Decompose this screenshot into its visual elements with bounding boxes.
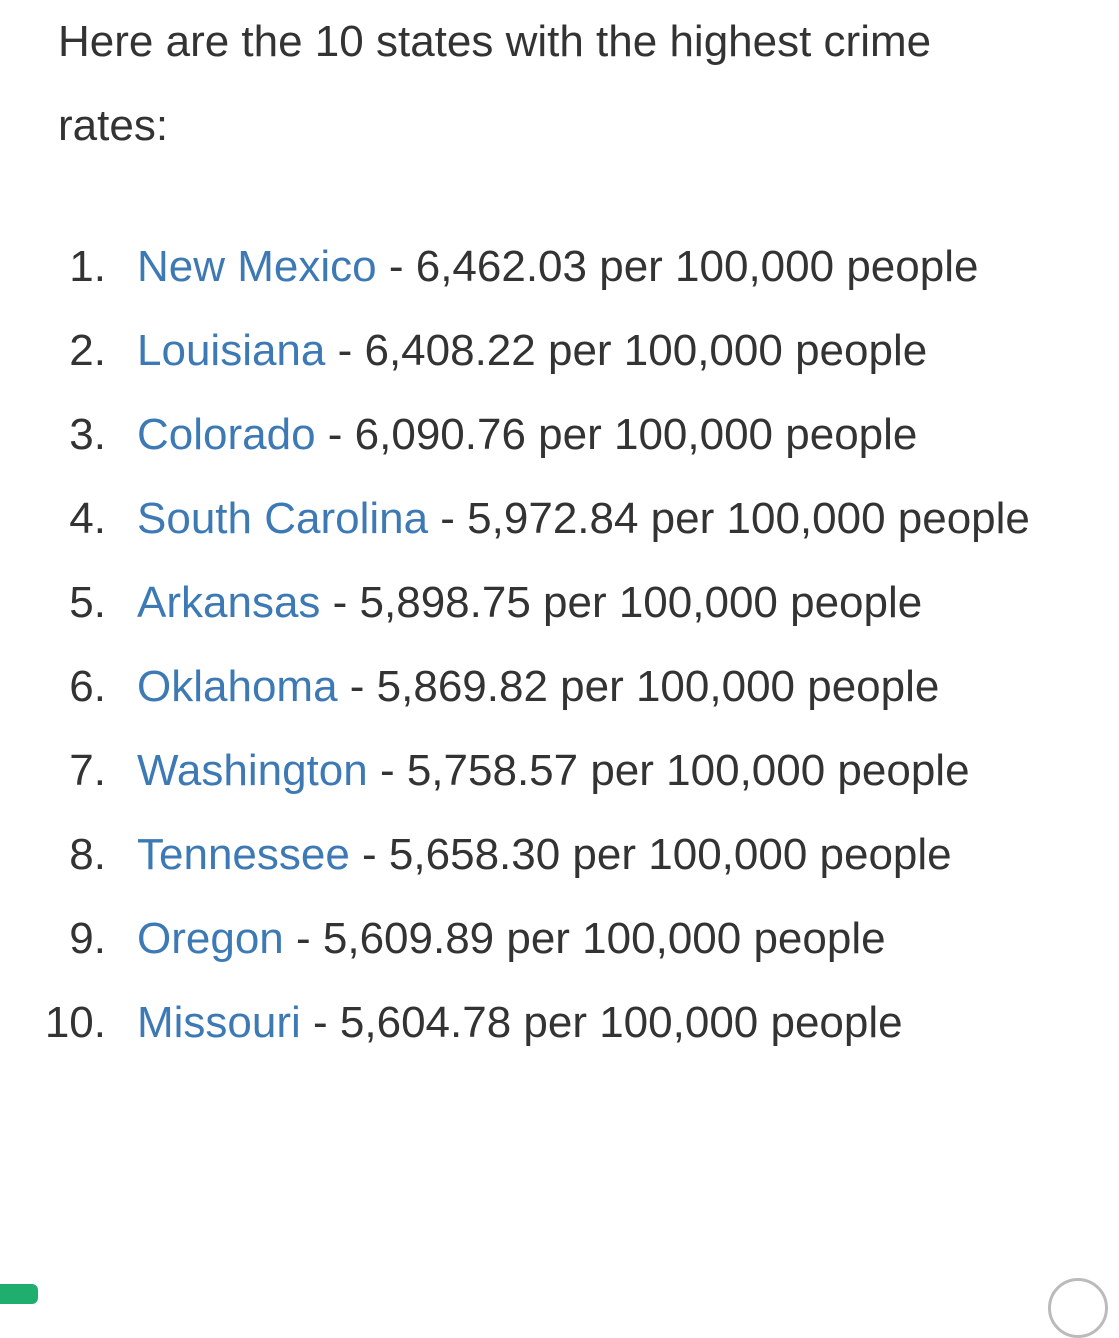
state-link[interactable]: New Mexico <box>137 242 377 291</box>
state-link[interactable]: Colorado <box>137 410 316 459</box>
crime-rate: - 5,972.84 per 100,000 people <box>428 494 1030 543</box>
crime-rate: - 6,090.76 per 100,000 people <box>315 410 918 459</box>
list-item: 6. Oklahoma - 5,869.82 per 100,000 people <box>0 645 1035 729</box>
item-number: 2. <box>69 326 106 375</box>
list-item: 10. Missouri - 5,604.78 per 100,000 peopl… <box>0 981 1035 1065</box>
state-link[interactable]: Oregon <box>137 914 284 963</box>
state-link[interactable]: Arkansas <box>137 578 321 627</box>
item-number: 3. <box>69 410 106 459</box>
item-number: 6. <box>69 662 106 711</box>
list-item: 2. Louisiana - 6,408.22 per 100,000 peopl… <box>0 309 1035 393</box>
item-number: 9. <box>69 914 106 963</box>
item-number: 8. <box>69 830 106 879</box>
state-link[interactable]: Missouri <box>137 998 301 1047</box>
list-item: 3. Colorado - 6,090.76 per 100,000 people <box>0 393 1035 477</box>
list-item: 9. Oregon - 5,609.89 per 100,000 people <box>0 897 1035 981</box>
item-number: 7. <box>69 746 106 795</box>
state-link[interactable]: Louisiana <box>137 326 326 375</box>
intro-text: Here are the 10 states with the highest … <box>58 17 932 150</box>
circle-button[interactable] <box>1048 1278 1108 1338</box>
item-number: 1. <box>69 242 106 291</box>
state-link[interactable]: South Carolina <box>137 494 429 543</box>
crime-rate: - 5,604.78 per 100,000 people <box>300 998 903 1047</box>
list-item: 7. Washington - 5,758.57 per 100,000 peop… <box>0 729 1035 813</box>
crime-rate: - 5,658.30 per 100,000 people <box>349 830 952 879</box>
state-link[interactable]: Washington <box>137 746 368 795</box>
crime-rate: - 5,609.89 per 100,000 people <box>283 914 886 963</box>
item-number: 10. <box>44 998 106 1047</box>
crime-rate: - 5,869.82 per 100,000 people <box>337 662 940 711</box>
list-item: 5. Arkansas - 5,898.75 per 100,000 people <box>0 561 1035 645</box>
crime-rate: - 6,408.22 per 100,000 people <box>325 326 928 375</box>
list-item: 8. Tennessee - 5,658.30 per 100,000 peopl… <box>0 813 1035 897</box>
crime-rate: - 6,462.03 per 100,000 people <box>376 242 979 291</box>
states-list: 1. New Mexico - 6,462.03 per 100,000 peop… <box>0 225 1035 1065</box>
crime-rate: - 5,898.75 per 100,000 people <box>320 578 923 627</box>
green-button[interactable] <box>0 1284 38 1304</box>
state-link[interactable]: Oklahoma <box>137 662 338 711</box>
state-link[interactable]: Tennessee <box>137 830 350 879</box>
item-number: 4. <box>69 494 106 543</box>
crime-rate: - 5,758.57 per 100,000 people <box>367 746 970 795</box>
list-item: 4. South Carolina - 5,972.84 per 100,000 … <box>0 477 1035 561</box>
list-item: 1. New Mexico - 6,462.03 per 100,000 peop… <box>0 225 1035 309</box>
item-number: 5. <box>69 578 106 627</box>
